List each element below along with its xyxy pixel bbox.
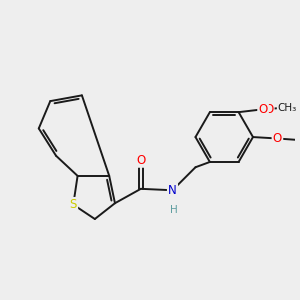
Text: H: H: [170, 206, 178, 215]
Text: O: O: [258, 103, 268, 116]
Text: CH₃: CH₃: [278, 103, 297, 113]
Text: O: O: [264, 103, 273, 116]
Text: O: O: [136, 154, 146, 166]
Text: O: O: [273, 132, 282, 145]
Text: N: N: [168, 184, 177, 197]
Text: S: S: [70, 198, 77, 211]
